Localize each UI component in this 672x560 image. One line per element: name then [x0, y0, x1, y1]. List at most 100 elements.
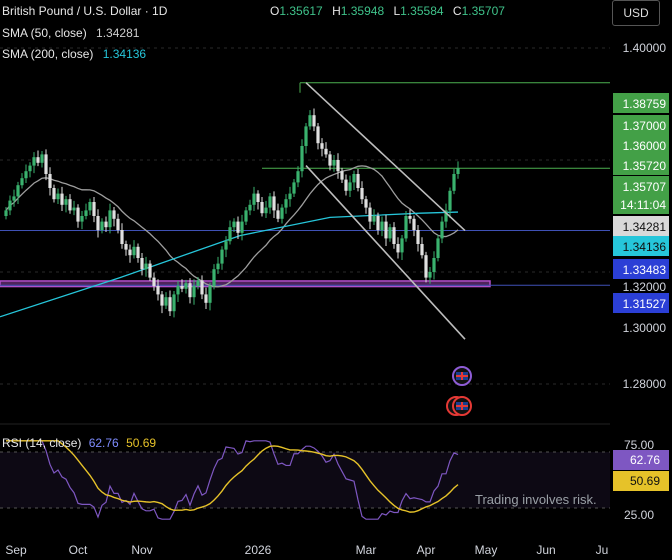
price-badge-label: 14:11:04 — [620, 198, 666, 212]
candle-body — [404, 216, 408, 239]
sma200-label: SMA (200, close) — [2, 47, 94, 61]
candle-body — [284, 199, 288, 208]
descending-channel[interactable] — [305, 82, 466, 340]
candle-body — [76, 207, 80, 222]
sma50-value: 1.34281 — [96, 26, 140, 40]
candle-body — [176, 286, 180, 295]
candle-body — [80, 216, 84, 222]
low-value: 1.35584 — [400, 4, 444, 18]
time-tick-label: Nov — [131, 543, 152, 557]
rsi-line — [6, 440, 459, 520]
candle-body — [236, 221, 240, 233]
candles[interactable] — [4, 108, 460, 318]
price-badge — [613, 259, 669, 279]
candle-body — [148, 263, 152, 278]
price-badge-label: 1.36000 — [623, 139, 667, 153]
event-flags[interactable] — [446, 366, 472, 416]
candle-body — [52, 188, 56, 200]
candle-body — [400, 238, 404, 253]
candle-body — [216, 263, 220, 270]
sma200-legend[interactable]: SMA (200, close) 1.34136 — [2, 47, 146, 61]
candle-body — [376, 216, 380, 230]
candle-body — [72, 207, 76, 211]
candle-body — [320, 143, 324, 149]
candle-body — [348, 182, 352, 191]
candle-body — [416, 230, 420, 244]
price-tick-label: 1.30000 — [623, 321, 667, 335]
close-label: C — [452, 4, 462, 18]
candle-body — [12, 196, 16, 201]
rsi-legend[interactable]: RSI (14, close) 62.76 50.69 — [2, 436, 156, 450]
price-tick-label: 1.28000 — [623, 377, 667, 391]
support-zone — [0, 280, 491, 288]
sma50-line — [5, 165, 459, 288]
price-badge-label: 1.32000 — [623, 280, 667, 294]
candle-body — [300, 146, 304, 172]
candle-body — [24, 171, 28, 179]
sma200-value: 1.34136 — [102, 47, 147, 61]
rsi-ma-line — [6, 440, 459, 513]
candle-body — [192, 286, 196, 298]
open-value: 1.35617 — [279, 4, 323, 18]
candle-body — [224, 241, 228, 250]
candle-body — [44, 154, 48, 174]
rsi-tick-label: 75.00 — [624, 438, 654, 452]
rsi-badge-label: 62.76 — [630, 453, 660, 467]
candle-body — [208, 286, 212, 303]
price-badge-label: 1.35707 — [623, 180, 667, 194]
rsi-band — [0, 452, 610, 508]
channel-lower-line — [305, 165, 466, 340]
candle-body — [220, 249, 224, 264]
rsi-ma-badge — [613, 471, 669, 491]
horizontal-levels[interactable] — [0, 82, 610, 286]
candle-body — [48, 174, 52, 188]
candle-body — [40, 154, 44, 163]
candle-body — [232, 221, 236, 228]
candle-body — [396, 244, 400, 253]
channel-upper-line — [305, 82, 466, 232]
price-axis[interactable]: 1.40000 1.30000 1.28000 1.38759 1.37000 1.360… — [610, 0, 672, 560]
grid — [0, 47, 610, 385]
candle-body — [108, 210, 112, 228]
sma200-line — [0, 211, 459, 318]
price-badge-label: 1.33483 — [623, 263, 667, 277]
price-badge-label: 1.38759 — [623, 97, 667, 111]
candle-body — [128, 249, 132, 256]
price-badge-label: 1.31527 — [623, 297, 667, 311]
candle-body — [292, 182, 296, 194]
candle-body — [408, 216, 412, 219]
symbol-title: British Pound / U.S. Dollar · 1D — [2, 4, 168, 18]
candle-body — [420, 244, 424, 256]
candle-body — [96, 216, 100, 230]
price-badge — [613, 194, 669, 214]
candle-body — [20, 178, 24, 186]
candle-body — [144, 263, 148, 270]
price-badge-label: 1.34136 — [623, 240, 667, 254]
candle-body — [84, 210, 88, 216]
candle-body — [256, 193, 260, 202]
price-badge — [613, 293, 669, 313]
candle-body — [248, 204, 252, 211]
time-axis[interactable]: Sep Oct Nov 2026 Mar Apr May Jun Ju — [5, 543, 608, 557]
candle-body — [168, 297, 172, 312]
candle-body — [156, 286, 160, 295]
price-badge — [613, 135, 669, 155]
candle-body — [280, 207, 284, 219]
candle-body — [16, 185, 20, 197]
candle-body — [336, 160, 340, 172]
candle-body — [68, 199, 72, 211]
price-badge-label: 1.34281 — [623, 220, 667, 234]
rsi-badge — [613, 450, 669, 470]
candle-body — [260, 202, 264, 214]
low-label: L — [393, 4, 401, 18]
sma50-legend[interactable]: SMA (50, close) 1.34281 — [2, 26, 139, 40]
candle-body — [356, 174, 360, 188]
currency-button[interactable]: USD — [612, 0, 660, 26]
candle-body — [212, 269, 216, 286]
sma50-label: SMA (50, close) — [2, 26, 87, 40]
risk-disclaimer: Trading involves risk. — [475, 492, 597, 507]
candle-body — [380, 221, 384, 230]
time-tick-label: May — [475, 543, 498, 557]
candle-body — [360, 188, 364, 200]
